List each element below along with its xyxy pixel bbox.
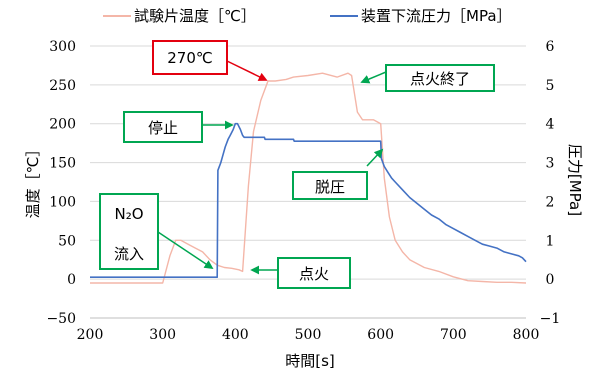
callout-ignition-end-text: 点火終了 bbox=[410, 70, 470, 88]
series-lines bbox=[90, 72, 527, 284]
callout-n2o-arrow bbox=[157, 231, 214, 269]
x-tick-label-0: 200 bbox=[77, 327, 104, 343]
y-left-tick-label-7: 300 bbox=[49, 39, 76, 55]
y-left-tick-label-6: 250 bbox=[49, 78, 76, 94]
x-tick-label-4: 600 bbox=[367, 327, 394, 343]
callout-n2o-inflow: N₂O 流入 bbox=[99, 193, 214, 270]
callout-270c-arrow bbox=[226, 60, 268, 81]
x-axis-label: 時間[s] bbox=[285, 352, 335, 370]
callout-270c-text: 270℃ bbox=[167, 49, 212, 67]
callout-stop: 停止 bbox=[123, 111, 234, 143]
callout-inflow-text: 流入 bbox=[114, 245, 144, 263]
callout-ignition-end: 点火終了 bbox=[360, 64, 495, 92]
grid bbox=[90, 45, 526, 319]
callout-ignition: 点火 bbox=[250, 257, 351, 289]
y-right-tick-label-6: 5 bbox=[546, 78, 555, 94]
callout-depressurize: 脱圧 bbox=[292, 148, 384, 200]
series-line-pressure bbox=[90, 122, 527, 279]
y-right-tick-label-2: 1 bbox=[546, 233, 555, 249]
x-tick-label-3: 500 bbox=[295, 327, 322, 343]
y-right-tick-label-5: 4 bbox=[546, 117, 555, 133]
y-right-tick-label-1: 0 bbox=[546, 272, 555, 288]
y-right-tick-label-4: 3 bbox=[546, 156, 555, 172]
x-axis-ticks: 200 300 400 500 600 700 800 bbox=[77, 327, 540, 343]
y-left-axis-label: 温度［℃］ bbox=[24, 142, 42, 219]
legend-label-pressure: 装置下流圧力［MPa］ bbox=[361, 7, 512, 25]
y-left-tick-label-3: 100 bbox=[49, 194, 76, 210]
x-tick-label-6: 800 bbox=[513, 327, 540, 343]
y-left-axis-ticks: −50 0 50 100 150 200 250 300 bbox=[46, 39, 76, 327]
y-left-tick-label-4: 150 bbox=[49, 156, 76, 172]
y-left-tick-label-1: 0 bbox=[67, 272, 76, 288]
legend-label-temperature: 試験片温度［℃］ bbox=[134, 7, 256, 25]
y-right-tick-label-3: 2 bbox=[546, 194, 555, 210]
x-tick-label-1: 300 bbox=[149, 327, 176, 343]
callout-depressurize-text: 脱圧 bbox=[315, 178, 345, 196]
legend: 試験片温度［℃］ 装置下流圧力［MPa］ bbox=[103, 7, 512, 25]
x-tick-label-2: 400 bbox=[222, 327, 249, 343]
y-right-tick-label-7: 6 bbox=[546, 39, 555, 55]
callout-ignition-end-arrow bbox=[360, 71, 387, 84]
series-line-temperature bbox=[90, 72, 527, 284]
y-left-tick-label-5: 200 bbox=[49, 117, 76, 133]
callout-270c: 270℃ bbox=[152, 40, 268, 81]
callout-ignition-text: 点火 bbox=[299, 265, 329, 283]
y-right-axis-label: 圧力[MPa] bbox=[566, 144, 584, 216]
y-right-axis-ticks: −1 0 1 2 3 4 5 6 bbox=[540, 39, 561, 327]
y-left-tick-label-2: 50 bbox=[58, 233, 76, 249]
y-right-tick-label-0: −1 bbox=[540, 311, 561, 327]
callout-depressurize-arrow bbox=[366, 148, 384, 167]
callout-stop-text: 停止 bbox=[148, 119, 178, 137]
x-tick-label-5: 700 bbox=[440, 327, 467, 343]
callout-n2o-text: N₂O bbox=[114, 205, 143, 223]
y-left-tick-label-0: −50 bbox=[46, 311, 76, 327]
